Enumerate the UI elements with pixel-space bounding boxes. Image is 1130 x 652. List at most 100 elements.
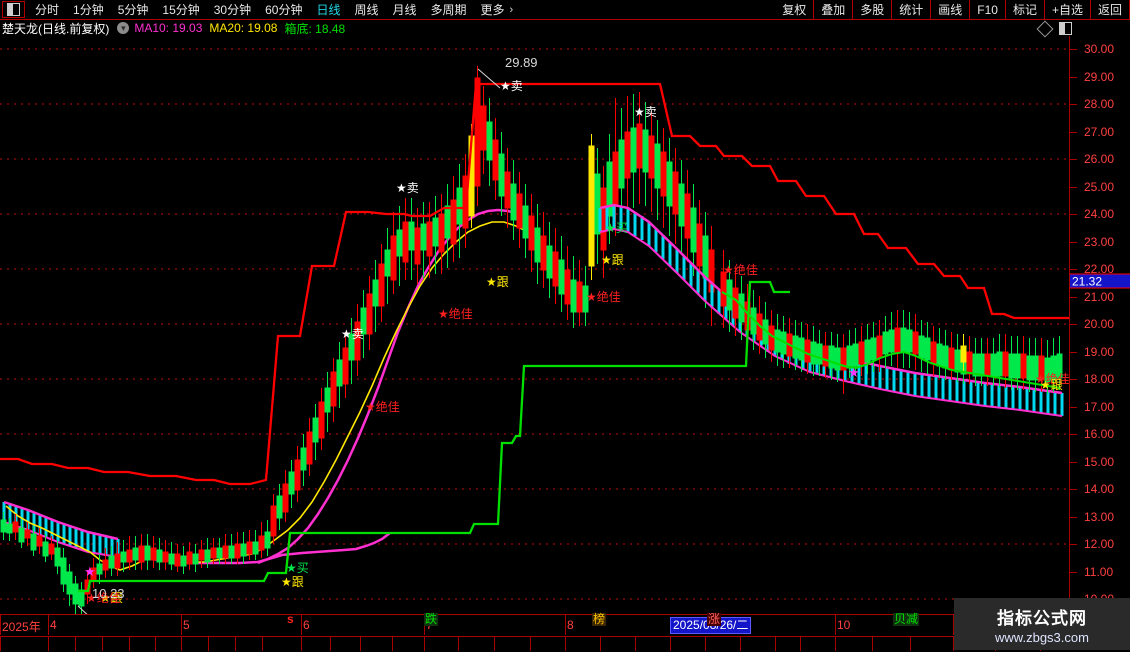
button-f10[interactable]: F10 bbox=[970, 0, 1006, 19]
y-tick-label: 12.00 bbox=[1084, 537, 1115, 551]
x-tick-label: 5 bbox=[183, 618, 190, 632]
x-note-die: 跌 bbox=[424, 612, 439, 626]
split-square-icon[interactable] bbox=[1059, 22, 1072, 35]
watermark: 指标公式网 www.zbgs3.com bbox=[954, 598, 1130, 650]
x-tick-label: 4 bbox=[50, 618, 57, 632]
marker-excellent-6: ★绝佳 bbox=[1035, 372, 1069, 386]
price-axis[interactable]: 30.00 29.00 28.00 27.00 26.00 25.00 24.0… bbox=[1069, 36, 1130, 614]
y-tick-label: 20.00 bbox=[1084, 317, 1115, 331]
tab-fenshi[interactable]: 分时 bbox=[35, 2, 60, 17]
star-icon: ★ bbox=[500, 79, 511, 93]
purple-star-marker: ★ bbox=[848, 365, 860, 380]
tab-monthly[interactable]: 月线 bbox=[392, 2, 417, 17]
button-huaxian[interactable]: 画线 bbox=[931, 0, 971, 19]
ma10-label: MA10: bbox=[134, 21, 170, 35]
y-tick-label: 14.00 bbox=[1084, 482, 1115, 496]
y-tick-label: 13.00 bbox=[1084, 510, 1115, 524]
marker-follow-1: ★跟 bbox=[100, 591, 123, 605]
ma10-value: 19.03 bbox=[172, 21, 203, 35]
button-duogu[interactable]: 多股 bbox=[853, 0, 893, 19]
page-title: 楚天龙(日线.前复权) bbox=[2, 21, 110, 36]
tab-more[interactable]: 更多 bbox=[480, 2, 505, 17]
marker-sell-3: ★卖 bbox=[500, 79, 523, 93]
button-back[interactable]: 返回 bbox=[1091, 0, 1130, 19]
marker-follow-2: ★跟 bbox=[281, 575, 304, 589]
chevron-down-circle-icon[interactable]: ▾ bbox=[117, 22, 130, 34]
y-tick-label: 27.00 bbox=[1084, 125, 1115, 139]
support-step-line bbox=[78, 280, 790, 593]
marker-follow-4: ★跟 bbox=[601, 253, 624, 267]
star-icon: ★ bbox=[723, 263, 734, 277]
ma20-readout: MA20: 19.08 bbox=[209, 21, 277, 35]
star-icon: ★ bbox=[586, 290, 597, 304]
y-tick-label: 19.00 bbox=[1084, 345, 1115, 359]
candlesticks bbox=[0, 66, 715, 614]
tab-1min[interactable]: 1分钟 bbox=[73, 2, 104, 17]
y-tick-label: 25.00 bbox=[1084, 180, 1115, 194]
tab-daily[interactable]: 日线 bbox=[316, 2, 341, 17]
star-icon: ★ bbox=[396, 181, 407, 195]
star-icon: ★ bbox=[281, 575, 292, 589]
tab-60min[interactable]: 60分钟 bbox=[265, 2, 303, 17]
watermark-url: www.zbgs3.com bbox=[995, 629, 1089, 645]
diamond-icon[interactable] bbox=[1036, 20, 1054, 37]
marker-excellent-5: ★绝佳 bbox=[723, 263, 758, 277]
high-price-tag: 29.89 bbox=[505, 55, 538, 70]
y-tick-label: 26.00 bbox=[1084, 152, 1115, 166]
marker-excellent-3: ★绝佳 bbox=[438, 307, 473, 321]
tab-5min[interactable]: 5分钟 bbox=[117, 2, 149, 17]
button-biaoji[interactable]: 标记 bbox=[1006, 0, 1045, 19]
resistance-step-line bbox=[0, 82, 1069, 486]
marker-buy-2: ★买 bbox=[605, 221, 628, 235]
button-tongji[interactable]: 统计 bbox=[892, 0, 932, 19]
star-icon: ★ bbox=[605, 221, 616, 235]
x-note-bang: 榜 bbox=[592, 612, 607, 626]
corner-icon-group bbox=[1036, 20, 1072, 37]
y-tick-label: 22.00 bbox=[1084, 262, 1115, 276]
box-bottom-readout: 箱底: 18.48 bbox=[284, 20, 345, 37]
star-icon: ★ bbox=[365, 400, 376, 414]
purple-star-marker-2: ★ bbox=[84, 564, 96, 579]
low-price-tag: 10.23 bbox=[92, 586, 125, 601]
star-icon: ★ bbox=[601, 253, 612, 267]
tab-30min[interactable]: 30分钟 bbox=[213, 2, 252, 17]
star-icon: ★ bbox=[1035, 372, 1046, 386]
y-tick-label: 15.00 bbox=[1084, 455, 1115, 469]
star-icon: ★ bbox=[486, 275, 497, 289]
chevron-right-icon[interactable]: › bbox=[509, 3, 514, 16]
x-tick-label-year: 2025年 bbox=[2, 620, 41, 634]
button-add-favorite[interactable]: +自选 bbox=[1045, 0, 1091, 19]
x-tick-label: 10 bbox=[837, 618, 851, 632]
x-note-jian: 贝减 bbox=[893, 612, 920, 626]
y-tick-label: 28.00 bbox=[1084, 97, 1115, 111]
star-icon: ★ bbox=[86, 591, 97, 605]
box-bottom-label: 箱底: bbox=[284, 21, 312, 36]
star-icon: ★ bbox=[100, 591, 111, 605]
tab-weekly[interactable]: 周线 bbox=[354, 2, 379, 17]
box-bottom-value: 18.48 bbox=[315, 21, 346, 36]
ma20-label: MA20: bbox=[209, 21, 245, 35]
y-tick-label: 18.00 bbox=[1084, 372, 1115, 386]
y-tick-label: 21.00 bbox=[1084, 290, 1115, 304]
tab-15min[interactable]: 15分钟 bbox=[162, 2, 200, 17]
top-toolbar: 分时 1分钟 5分钟 15分钟 30分钟 60分钟 日线 周线 月线 多周期 更… bbox=[0, 0, 1130, 20]
quote-info-line: 楚天龙(日线.前复权) ▾ MA10: 19.03 MA20: 19.08 箱底… bbox=[2, 20, 352, 36]
x-note-zhang: 涨 bbox=[707, 612, 722, 626]
panel-icon[interactable] bbox=[2, 1, 25, 18]
x-tick-label: 8 bbox=[567, 618, 574, 632]
marker-follow-5: ★跟 bbox=[1040, 378, 1063, 392]
marker-buy-1: ★买 bbox=[286, 561, 309, 575]
y-tick-label: 11.00 bbox=[1084, 565, 1114, 579]
period-tabs: 分时 1分钟 5分钟 15分钟 30分钟 60分钟 日线 周线 月线 多周期 更… bbox=[0, 0, 519, 19]
tab-multi-period[interactable]: 多周期 bbox=[430, 2, 467, 17]
candlesticks-right bbox=[720, 250, 1063, 394]
button-fuquan[interactable]: 复权 bbox=[775, 0, 815, 19]
y-tick-label: 23.00 bbox=[1084, 235, 1115, 249]
y-tick-label: 16.00 bbox=[1084, 427, 1115, 441]
price-chart-plot[interactable]: ★卖 ★卖 ★卖 ★卖 ★跟 ★跟 ★买 ★跟 ★买 ★跟 ★绝佳 bbox=[0, 36, 1069, 614]
split-square-icon bbox=[7, 3, 20, 16]
ma20-line bbox=[5, 221, 529, 571]
button-diejia[interactable]: 叠加 bbox=[814, 0, 854, 19]
marker-sell-4: ★卖 bbox=[634, 105, 657, 119]
star-icon: ★ bbox=[286, 561, 297, 575]
